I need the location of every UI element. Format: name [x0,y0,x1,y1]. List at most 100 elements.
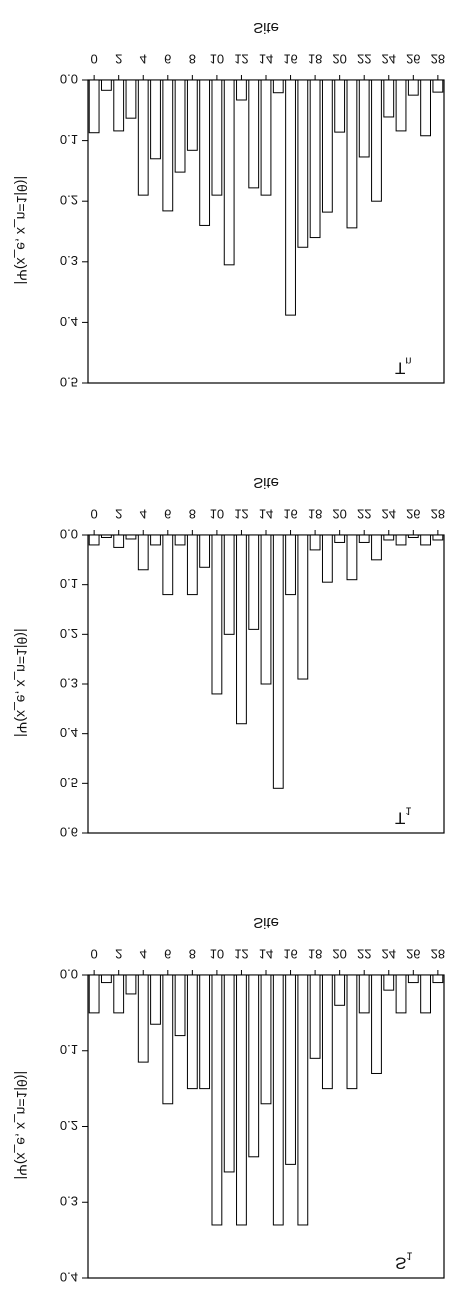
panel-label-symbol: S [395,1253,406,1272]
bar [272,974,284,1226]
y-tick-label: 0.0 [60,966,78,981]
x-tick-label: 8 [189,506,196,521]
bar [260,534,272,685]
bar [174,79,186,173]
bar [420,534,431,546]
bar [285,534,296,596]
x-tick-label: 16 [283,946,297,961]
bar [223,974,235,1173]
x-tick-label: 14 [259,51,273,66]
bar [113,534,125,548]
panel-label-subscript: n [405,354,411,366]
bar [88,79,100,134]
bar [346,534,358,581]
bar [223,79,235,266]
x-tick-label: 26 [406,946,420,961]
x-tick-label: 0 [91,946,98,961]
bar [407,534,419,538]
panel-label: S1 [395,1249,412,1271]
y-tick-label: 0.1 [60,132,78,147]
bar [383,534,395,541]
bar [371,974,382,1074]
x-tick-label: 18 [308,506,322,521]
panel-label-symbol: T [395,358,405,377]
bar [88,974,100,1014]
bar [358,534,370,543]
y-tick-label: 0.3 [60,253,78,268]
bar [371,79,382,202]
bar [371,534,382,561]
bar [407,974,419,984]
bar [272,79,284,94]
bar [432,974,444,984]
bar [137,79,149,196]
bar [309,534,321,551]
bar [162,534,174,596]
x-axis-label: Site [253,474,279,491]
x-tick-label: 12 [234,946,248,961]
y-tick-label: 0.1 [60,576,78,591]
y-tick-label: 0.0 [60,71,78,86]
x-tick-label: 18 [308,946,322,961]
bar [395,79,407,132]
y-tick-label: 0.3 [60,675,78,690]
y-tick-label: 0.4 [60,725,78,740]
bar [101,79,112,91]
bar [321,79,333,213]
bar [137,534,149,571]
bar [420,79,431,137]
x-tick-label: 2 [115,51,122,66]
bar [358,79,370,158]
bar [285,974,296,1165]
x-tick-label: 28 [431,506,445,521]
y-tick-label: 0.1 [60,1042,78,1057]
y-axis-label: |Ψ(x_e, x_n=1|θ)| [14,1071,30,1180]
y-tick-label: 0.2 [60,193,78,208]
x-tick-label: 16 [283,506,297,521]
y-tick-label: 0.5 [60,374,78,389]
bar [407,79,419,96]
x-axis-label: Site [253,914,279,931]
panel-label: T1 [395,804,412,826]
bar [199,79,211,226]
bar [186,79,198,151]
bar [125,79,137,119]
y-axis-label: |Ψ(x_e, x_n=1|θ)| [14,628,30,737]
bar [248,79,260,189]
bar [285,79,296,316]
y-tick-label: 0.5 [60,775,78,790]
x-tick-label: 14 [259,506,273,521]
bar [248,534,260,630]
x-tick-label: 20 [332,946,346,961]
bar [309,79,321,239]
bar [186,534,198,596]
bar [223,534,235,635]
y-tick-label: 0.6 [60,824,78,839]
bar [101,974,112,984]
bar [395,974,407,1014]
y-axis-label: |Ψ(x_e, x_n=1|θ)| [14,176,30,285]
bar [113,79,125,132]
x-tick-label: 4 [140,946,147,961]
x-tick-label: 8 [189,946,196,961]
bar [334,534,346,543]
bar [199,534,211,568]
bar [395,534,407,546]
x-tick-label: 20 [332,506,346,521]
bar [383,974,395,991]
bar [150,79,161,160]
x-tick-label: 10 [210,506,224,521]
x-tick-label: 24 [382,506,396,521]
bar [211,79,223,196]
x-tick-label: 26 [406,506,420,521]
bar [272,534,284,789]
bar [162,79,174,212]
panel-label-subscript: 1 [406,1249,412,1261]
y-tick-label: 0.3 [60,1194,78,1209]
bar [383,79,395,118]
bar [346,79,358,229]
bar [432,534,444,541]
x-tick-label: 16 [283,51,297,66]
bar [137,974,149,1063]
